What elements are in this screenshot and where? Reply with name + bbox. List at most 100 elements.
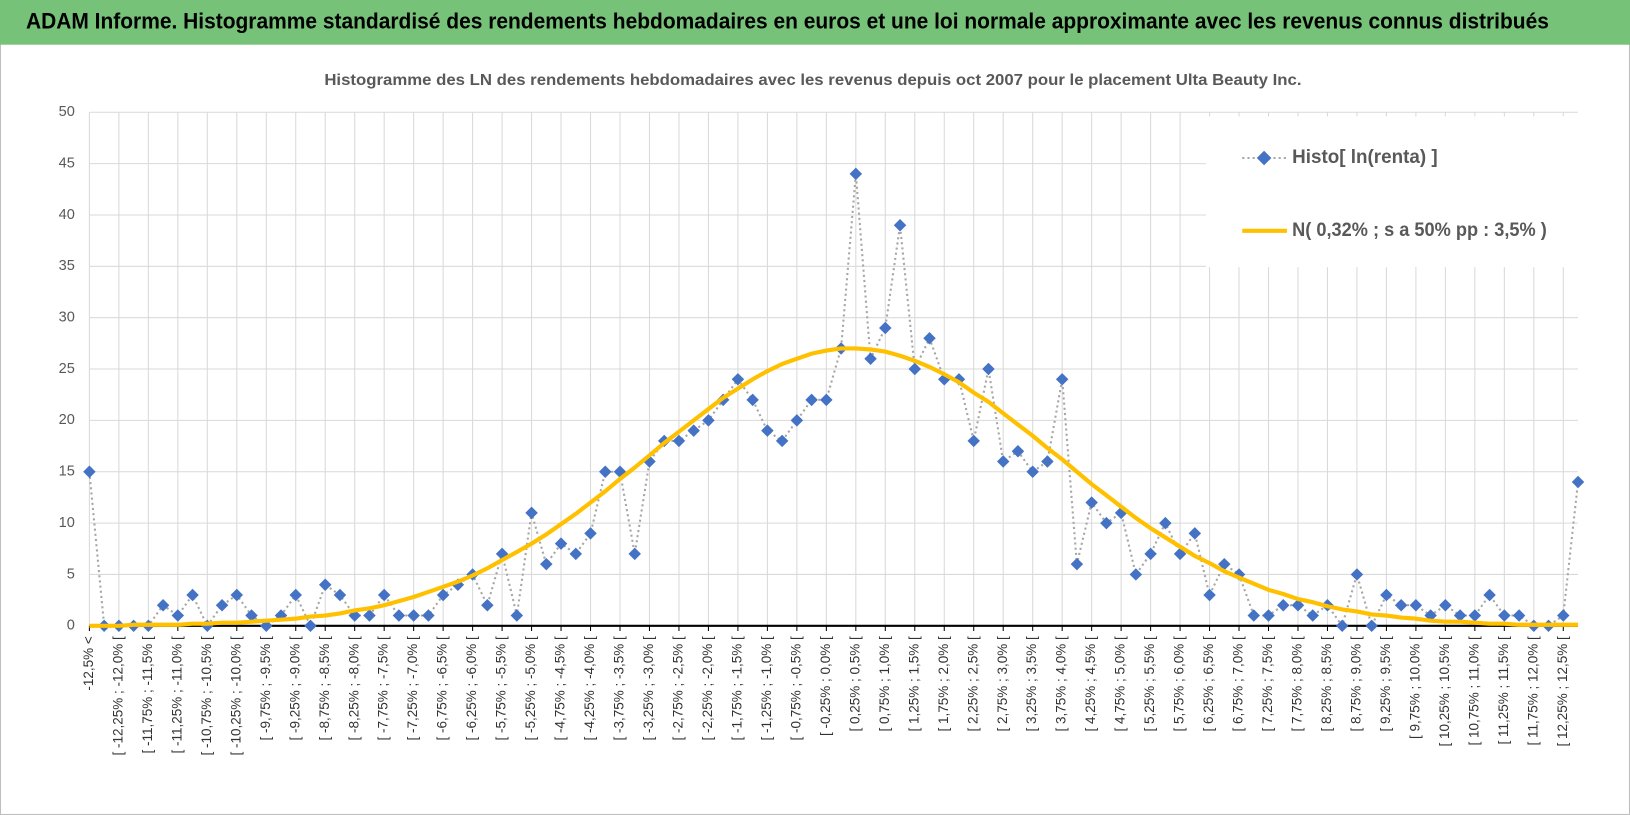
x-tick-label: [ -1,25% ; -1,0% [ [759,636,774,741]
data-point [1041,455,1054,468]
x-tick-label: [ 4,75% ; 5,0% [ [1113,636,1128,732]
x-tick-label: [ -11,25% ; -11,0% [ [169,636,184,754]
x-tick-label: [ 5,75% ; 6,0% [ [1172,636,1187,732]
data-point [245,609,258,622]
data-point [687,424,700,437]
x-tick-label: [ 7,25% ; 7,5% [ [1260,636,1275,732]
data-point [318,578,332,591]
data-point [1557,609,1570,622]
x-tick-label: [ 10,25% ; 10,5% [ [1437,636,1452,747]
data-point [849,167,863,181]
x-tick-label: [ 9,75% ; 10,0% [ [1407,636,1422,739]
data-point [1571,475,1585,489]
data-point [805,393,818,407]
x-tick-label: [ -6,25% ; -6,0% [ [464,636,479,741]
data-point [864,352,877,366]
x-tick-label: [ 6,75% ; 7,0% [ [1231,636,1246,732]
x-tick-label: [ -0,25% ; 0,0% [ [818,636,833,736]
data-point [1262,609,1275,622]
data-point [967,434,980,448]
y-tick-label: 40 [59,207,75,223]
y-tick-label: 25 [59,361,75,377]
data-point [584,527,597,540]
page-title: ADAM Informe. Histogramme standardisé de… [26,9,1549,34]
data-point [908,362,922,376]
x-tick-label: [ 8,25% ; 8,5% [ [1319,636,1334,732]
x-tick-label: [ 5,25% ; 5,5% [ [1142,636,1157,732]
data-point [1159,516,1172,530]
data-point [392,609,406,622]
x-tick-label: [ -2,75% ; -2,5% [ [671,636,686,741]
x-tick-label: [ 3,25% ; 3,5% [ [1024,636,1039,732]
x-tick-label: [ -12,25% ; -12,0% [ [110,636,125,756]
x-tick-label: [ 10,75% ; 11,0% [ [1466,636,1481,746]
y-tick-label: 15 [59,464,75,480]
data-point [1085,496,1098,509]
data-point [422,609,435,622]
y-tick-label: 35 [59,258,75,274]
data-point [510,609,524,622]
legend-box [1205,116,1579,268]
data-point [746,393,759,407]
data-point [1512,609,1526,622]
y-tick-label: 50 [59,104,75,120]
data-point [1498,609,1511,622]
data-point [996,455,1010,468]
legend-label: N( 0,32% ; s a 50% pp : 3,5% ) [1292,219,1547,241]
x-tick-label: [ 0,75% ; 1,0% [ [877,636,892,732]
x-tick-label: [ -8,75% ; -8,5% [ [317,636,332,741]
x-tick-label: [ -9,25% ; -9,0% [ [287,636,302,741]
x-tick-label: [ 4,25% ; 4,5% [ [1083,636,1098,732]
data-point [1026,465,1039,478]
data-point [1453,609,1467,622]
x-tick-label: [ -4,25% ; -4,0% [ [582,636,597,741]
y-tick-label: 0 [67,618,75,634]
x-tick-label: [ 3,75% ; 4,0% [ [1054,636,1069,732]
y-tick-label: 5 [67,566,75,582]
x-tick-label: [ 11,25% ; 11,5% [ [1496,636,1511,745]
x-tick-label: [ -10,25% ; -10,0% [ [228,636,243,756]
x-tick-label: [ -3,25% ; -3,0% [ [641,636,656,741]
x-tick-label: [ -8,25% ; -8,0% [ [346,636,361,741]
x-tick-label: [ -5,25% ; -5,0% [ [523,636,538,741]
series-line [89,346,1579,628]
y-tick-label: 45 [59,155,75,171]
x-tick-label: [ -7,75% ; -7,5% [ [376,636,391,741]
x-tick-label: [ 2,25% ; 2,5% [ [965,636,980,732]
x-tick-label: [ -3,75% ; -3,5% [ [612,636,627,741]
x-tick-label: [ -9,75% ; -9,5% [ [258,636,273,741]
data-point [1100,516,1113,530]
x-tick-label: [ 6,25% ; 6,5% [ [1201,636,1216,732]
y-tick-label: 10 [59,515,75,531]
x-tick-label: [ -6,75% ; -6,5% [ [435,636,450,741]
data-point [363,609,376,622]
data-point [1129,568,1143,581]
y-tick-label: 20 [59,412,75,428]
x-tick-label: [ 1,75% ; 2,0% [ [936,636,951,732]
x-tick-label: [ -5,75% ; -5,5% [ [494,636,509,741]
x-tick-label: [ 12,25% ; 12,5% [ [1555,636,1570,747]
x-tick-label: [ 9,25% ; 9,5% [ [1378,636,1393,732]
data-point [1055,373,1069,386]
x-tick-label: [ 8,75% ; 9,0% [ [1349,636,1364,732]
data-point [1468,609,1482,622]
x-tick-label: [ -11,75% ; -11,5% [ [140,636,155,754]
y-tick-label: 30 [59,310,75,326]
x-tick-label: [ -10,75% ; -10,5% [ [199,636,214,756]
x-tick-label: [ 11,75% ; 12,0% [ [1525,636,1540,746]
chart-title: Histogramme des LN des rendements hebdom… [324,72,1301,89]
x-tick-label: [ 1,25% ; 1,5% [ [906,636,921,732]
x-tick-label: [ 0,25% ; 0,5% [ [847,636,862,732]
x-tick-label: [ -4,75% ; -4,5% [ [553,636,568,741]
x-tick-label: -12,5% < [81,636,96,691]
legend-marker [1256,150,1272,166]
data-point [171,609,185,622]
x-tick-label: [ -1,75% ; -1,5% [ [729,636,744,741]
data-point [1247,609,1261,622]
x-tick-label: [ 2,75% ; 3,0% [ [995,636,1010,732]
data-point [407,609,420,622]
x-tick-label: [ -0,75% ; -0,5% [ [788,636,803,741]
header-band [0,0,1630,45]
data-point [83,465,96,478]
